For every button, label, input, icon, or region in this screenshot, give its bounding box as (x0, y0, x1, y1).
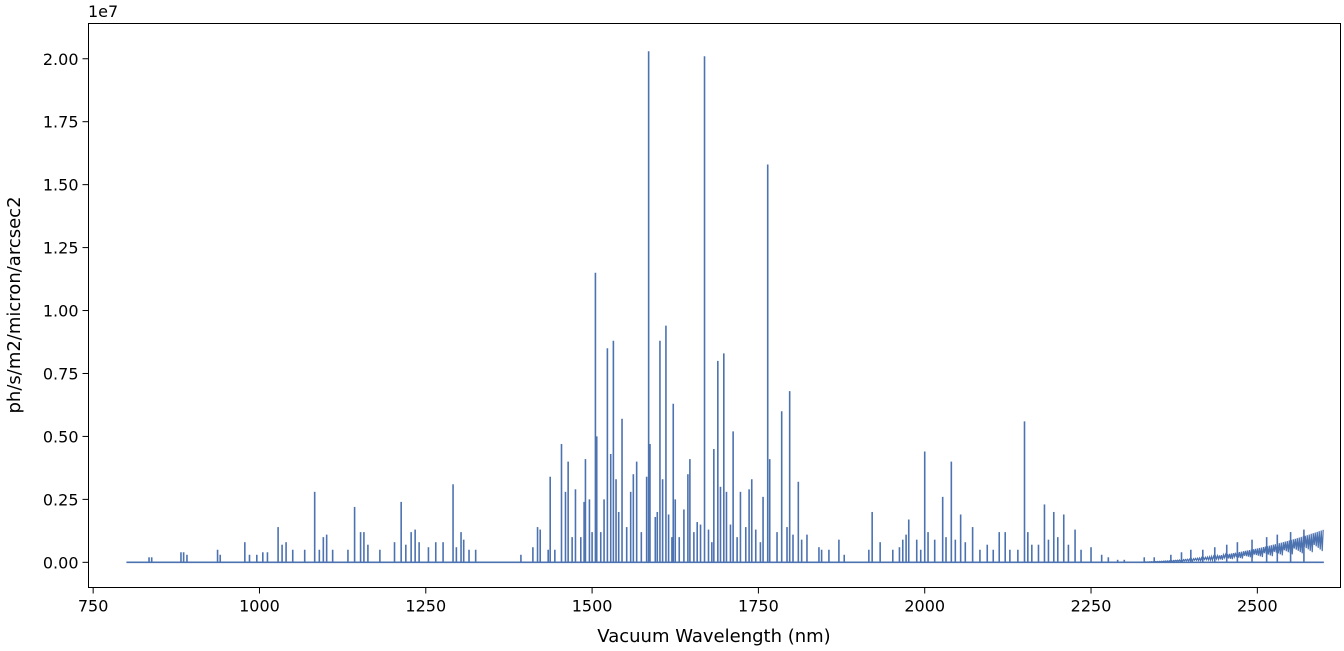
y-tick-label: 1.00 (43, 302, 79, 321)
x-tick-label: 750 (78, 597, 109, 616)
y-axis-label: ph/s/m2/micron/arcsec2 (4, 196, 25, 413)
x-tick-label: 1500 (572, 597, 613, 616)
y-tick-label: 0.50 (43, 427, 79, 446)
y-axis: 0.00 0.25 0.50 0.75 1.00 1.25 1.50 1.75 2.00 (43, 50, 89, 572)
y-tick-label: 2.00 (43, 50, 79, 69)
y-tick-label: 1.75 (43, 113, 79, 132)
y-tick-label: 1.25 (43, 239, 79, 258)
x-tick-label: 1750 (738, 597, 779, 616)
y-tick-label: 0.25 (43, 490, 79, 509)
y-tick-label: 0.75 (43, 364, 79, 383)
x-tick-label: 2250 (1071, 597, 1112, 616)
series-layer (126, 51, 1324, 564)
y-tick-label: 0.00 (43, 553, 79, 572)
thermal-continuum (1117, 529, 1324, 563)
x-tick-label: 2500 (1237, 597, 1278, 616)
plot-frame (88, 23, 1341, 588)
x-tick-label: 2000 (904, 597, 945, 616)
y-tick-label: 1.50 (43, 176, 79, 195)
x-axis-label: Vacuum Wavelength (nm) (597, 626, 830, 647)
x-tick-label: 1250 (405, 597, 446, 616)
x-axis: 750 1000 1250 1500 1750 2000 2250 2500 (78, 587, 1278, 616)
x-tick-label: 1000 (239, 597, 280, 616)
y-offset-label: 1e7 (88, 2, 118, 21)
